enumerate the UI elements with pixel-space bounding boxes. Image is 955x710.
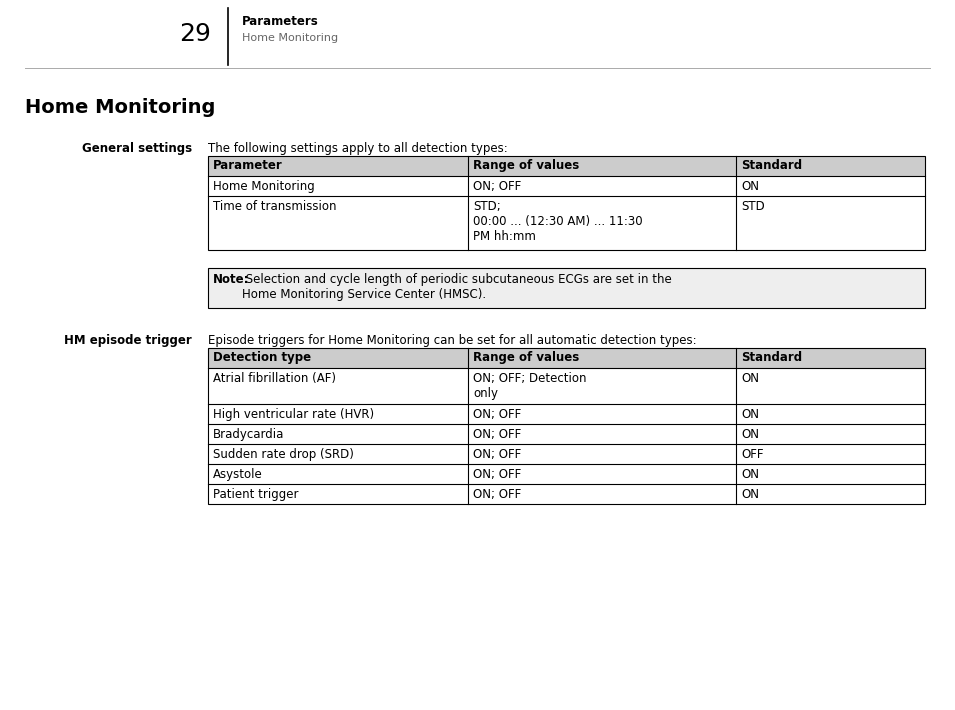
Bar: [208, 156, 925, 176]
Text: ON: ON: [741, 408, 759, 421]
Text: ON; OFF; Detection
only: ON; OFF; Detection only: [473, 372, 586, 400]
Text: Time of transmission: Time of transmission: [213, 200, 336, 213]
Text: 29: 29: [180, 22, 211, 46]
Bar: [208, 176, 925, 250]
Text: Home Monitoring: Home Monitoring: [242, 33, 338, 43]
Text: Asystole: Asystole: [213, 468, 263, 481]
Bar: [208, 348, 925, 368]
Text: High ventricular rate (HVR): High ventricular rate (HVR): [213, 408, 374, 421]
Text: Home Monitoring: Home Monitoring: [213, 180, 315, 193]
Text: Episode triggers for Home Monitoring can be set for all automatic detection type: Episode triggers for Home Monitoring can…: [208, 334, 696, 347]
Text: Bradycardia: Bradycardia: [213, 428, 285, 441]
Text: The following settings apply to all detection types:: The following settings apply to all dete…: [208, 142, 508, 155]
Text: Sudden rate drop (SRD): Sudden rate drop (SRD): [213, 448, 354, 461]
Text: ON; OFF: ON; OFF: [473, 180, 521, 193]
Text: ON; OFF: ON; OFF: [473, 408, 521, 421]
Text: ON: ON: [741, 488, 759, 501]
Bar: [208, 268, 925, 308]
Text: STD: STD: [741, 200, 765, 213]
Text: Standard: Standard: [741, 159, 802, 172]
Bar: [208, 156, 925, 250]
Bar: [208, 348, 925, 504]
Text: ON: ON: [741, 180, 759, 193]
Text: Note:: Note:: [213, 273, 249, 286]
Text: Detection type: Detection type: [213, 351, 311, 364]
Text: Patient trigger: Patient trigger: [213, 488, 299, 501]
Text: Standard: Standard: [741, 351, 802, 364]
Text: Range of values: Range of values: [473, 159, 580, 172]
Text: STD;
00:00 ... (12:30 AM) ... 11:30
PM hh:mm: STD; 00:00 ... (12:30 AM) ... 11:30 PM h…: [473, 200, 643, 243]
Text: Selection and cycle length of periodic subcutaneous ECGs are set in the
Home Mon: Selection and cycle length of periodic s…: [242, 273, 671, 301]
Text: General settings: General settings: [82, 142, 192, 155]
Text: OFF: OFF: [741, 448, 763, 461]
Text: Range of values: Range of values: [473, 351, 580, 364]
Text: ON: ON: [741, 428, 759, 441]
Text: ON; OFF: ON; OFF: [473, 448, 521, 461]
Text: Atrial fibrillation (AF): Atrial fibrillation (AF): [213, 372, 336, 385]
Text: Parameter: Parameter: [213, 159, 283, 172]
Text: ON: ON: [741, 372, 759, 385]
Text: ON; OFF: ON; OFF: [473, 468, 521, 481]
Text: Home Monitoring: Home Monitoring: [25, 98, 216, 117]
Text: ON; OFF: ON; OFF: [473, 488, 521, 501]
Text: ON; OFF: ON; OFF: [473, 428, 521, 441]
Text: Parameters: Parameters: [242, 15, 319, 28]
Text: ON: ON: [741, 468, 759, 481]
Text: HM episode trigger: HM episode trigger: [64, 334, 192, 347]
